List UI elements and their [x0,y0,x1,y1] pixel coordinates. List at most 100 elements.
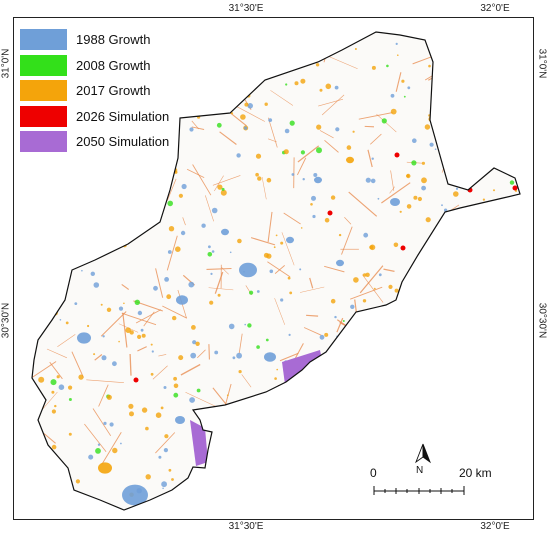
urban-dot [401,79,405,83]
urban-dot [54,404,57,408]
urban-dot [103,421,107,425]
urban-dot [422,321,426,325]
road-segment [267,117,278,148]
urban-dot [329,498,336,505]
urban-dot [516,414,519,417]
urban-cluster [314,176,322,184]
urban-dot [309,434,313,437]
road-segment [486,382,490,404]
urban-dot [419,271,426,277]
road-segment [168,89,189,104]
road-segment [297,145,320,163]
urban-dot [365,370,369,374]
legend-label: 2008 Growth [76,57,151,73]
urban-dot [221,456,226,462]
urban-dot [134,299,140,305]
road-segment [359,480,384,489]
urban-dot [393,242,399,248]
urban-dot [434,91,438,95]
urban-dot [408,430,414,436]
urban-dot [436,107,439,110]
road-segment [324,54,358,69]
urban-dot [505,211,510,216]
urban-dot [425,217,431,223]
road-segment [197,349,206,359]
road-segment [484,294,495,305]
urban-dot [429,367,432,371]
urban-cluster [98,462,112,474]
urban-dot [106,230,110,234]
road-segment [260,393,281,417]
urban-dot [480,75,486,81]
urban-dot [196,388,201,393]
urban-dot [175,246,181,252]
urban-dot [244,323,246,326]
urban-dot [75,479,80,484]
urban-dot [214,350,219,355]
road-segment [121,283,130,290]
road-segment [465,353,485,382]
urban-cluster [336,259,344,267]
road-segment [206,267,232,270]
urban-dot [64,496,67,500]
urban-dot [472,154,478,160]
urban-dot [478,294,484,300]
road-segment [380,364,408,375]
road-segment [370,425,376,434]
road-segment [453,140,463,161]
urban-dot [283,149,289,155]
urban-dot [493,457,500,463]
road-segment [472,104,475,138]
urban-dot [391,460,394,463]
urban-dot [280,241,284,245]
road-segment [182,217,186,226]
road-segment [449,32,469,49]
urban-dot [104,233,107,236]
road-segment [494,336,498,370]
urban-dot [109,234,113,238]
urban-dot [448,100,454,107]
urban-dot [436,255,442,261]
urban-dot [353,459,360,466]
legend-swatch [20,80,67,102]
urban-dot [102,335,105,338]
urban-dot [282,442,289,449]
legend-swatch [20,54,67,76]
urban-dot [244,102,249,107]
urban-cluster [130,204,140,212]
urban-dot [330,394,336,400]
road-segment [448,338,464,352]
road-segment [428,10,430,30]
road-segment [208,287,234,291]
urban-cluster [221,228,229,236]
urban-dot [137,334,142,339]
urban-dot [191,325,196,330]
urban-dot [421,161,425,165]
urban-dot [44,244,51,250]
road-segment [267,211,273,243]
urban-dot [381,118,387,124]
road-segment [381,182,411,204]
road-segment [43,433,56,444]
urban-dot [434,148,437,150]
urban-dot [249,290,254,295]
urban-dot [445,139,448,142]
urban-dot [297,415,301,419]
urban-dot [47,299,53,304]
urban-dot [255,172,259,177]
urban-dot [164,277,170,282]
road-segment [205,195,214,222]
road-segment [32,253,54,267]
road-segment [27,472,31,486]
urban-dot [497,420,500,422]
legend-swatch [20,105,67,127]
road-segment [380,409,392,411]
urban-dot [95,448,101,454]
road-segment [358,112,393,120]
urban-dot [201,223,206,228]
urban-dot [363,232,369,238]
urban-dot [120,442,122,445]
road-segment [102,216,109,233]
urban-dot [118,340,120,343]
urban-dot [438,444,442,448]
